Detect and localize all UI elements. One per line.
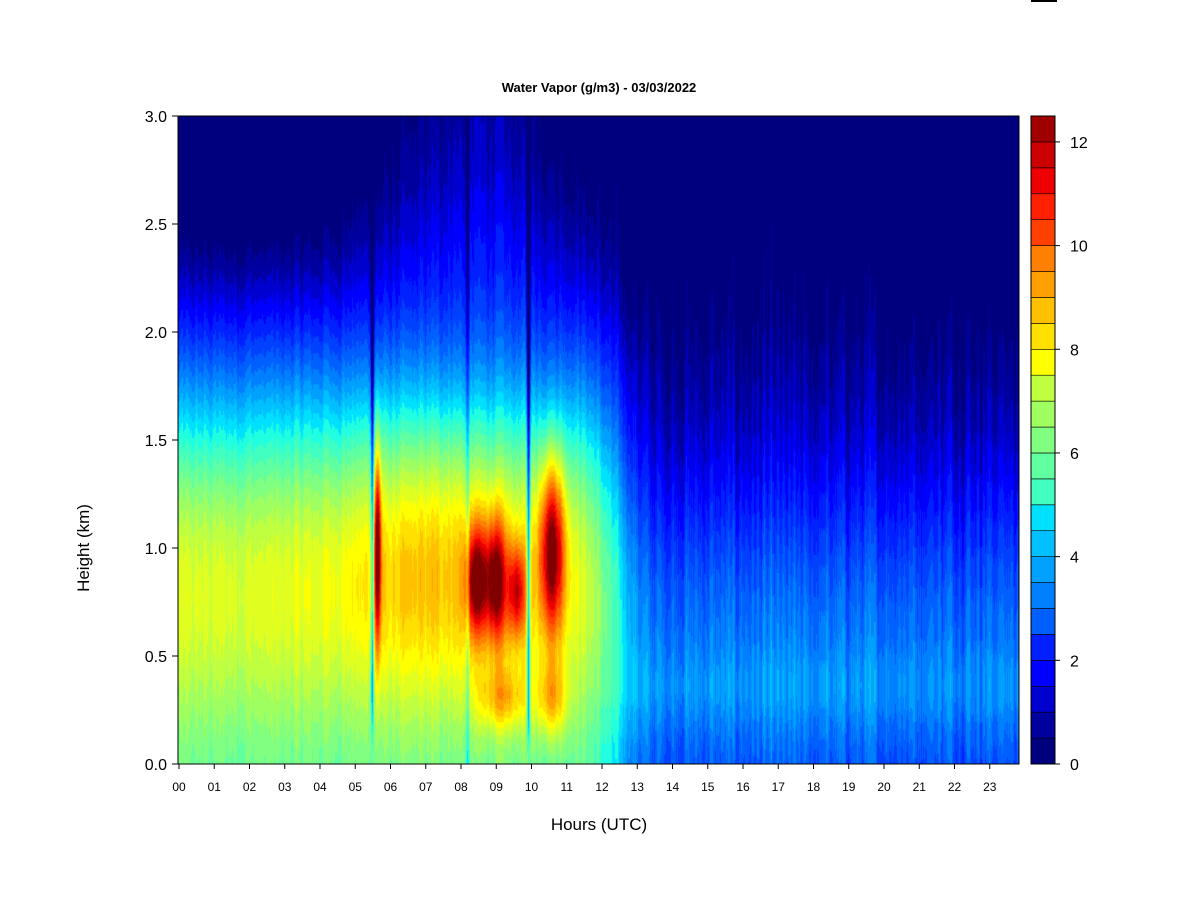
y-tick-label: 1.5	[145, 433, 167, 450]
colorbar-segment	[1030, 608, 1056, 635]
x-tick-label: 11	[561, 780, 574, 794]
colorbar-segment	[1030, 478, 1056, 506]
colorbar-segment	[1030, 452, 1056, 480]
x-axis-label: Hours (UTC)	[551, 815, 647, 834]
top-edge-mark	[1031, 0, 1057, 2]
colorbar-tick-label: 8	[1070, 342, 1079, 359]
colorbar-frame	[1030, 115, 1056, 765]
x-tick-label: 12	[595, 780, 609, 794]
x-tick-label: 09	[490, 780, 504, 794]
y-tick-label: 1.0	[145, 541, 167, 558]
colorbar-segment	[1030, 685, 1056, 713]
colorbar-tick-label: 12	[1070, 135, 1088, 152]
colorbar-segment	[1030, 556, 1056, 583]
colorbar: 0 2 4 6 8 10 12	[1030, 115, 1088, 774]
y-tick-label: 0.0	[145, 757, 167, 774]
colorbar-tick-label: 2	[1070, 653, 1079, 670]
colorbar-segment	[1030, 374, 1056, 402]
colorbar-segment	[1030, 271, 1056, 298]
colorbar-segment	[1030, 245, 1056, 272]
colorbar-segment	[1030, 426, 1056, 454]
colorbar-segment	[1030, 219, 1056, 246]
colorbar-segment	[1030, 530, 1056, 557]
colorbar-segment	[1030, 634, 1056, 661]
colorbar-segment	[1030, 504, 1056, 532]
colorbar-segment	[1030, 297, 1056, 324]
x-tick-label: 22	[948, 780, 962, 794]
x-tick-label: 00	[172, 780, 186, 794]
x-tick-label: 21	[913, 780, 927, 794]
x-tick-label: 19	[842, 780, 856, 794]
y-tick-label: 0.5	[145, 649, 167, 666]
y-axis: 0.0 0.5 1.0 1.5 2.0 2.5 3.0	[145, 109, 178, 774]
x-tick-label: 16	[736, 780, 750, 794]
colorbar-segment	[1030, 141, 1056, 169]
colorbar-segment	[1030, 660, 1056, 687]
colorbar-segment	[1030, 737, 1056, 765]
colorbar-tick-label: 6	[1070, 446, 1079, 463]
colorbar-segment	[1030, 711, 1056, 739]
x-tick-label: 17	[772, 780, 786, 794]
y-tick-label: 3.0	[145, 109, 167, 126]
x-tick-label: 02	[243, 780, 257, 794]
colorbar-segment	[1030, 400, 1056, 428]
y-axis-label: Height (km)	[74, 504, 93, 592]
y-tick-label: 2.5	[145, 217, 167, 234]
colorbar-segment	[1030, 167, 1056, 195]
x-tick-label: 08	[454, 780, 468, 794]
colorbar-tick-label: 0	[1070, 757, 1079, 774]
x-tick-label: 13	[631, 780, 645, 794]
colorbar-segment	[1030, 323, 1056, 350]
x-tick-label: 07	[419, 780, 433, 794]
x-tick-label: 04	[313, 780, 327, 794]
x-tick-label: 06	[384, 780, 398, 794]
x-tick-label: 10	[525, 780, 539, 794]
water-vapor-heatmap	[178, 116, 1019, 764]
x-tick-label: 18	[807, 780, 821, 794]
x-tick-label: 05	[349, 780, 363, 794]
x-tick-label: 20	[877, 780, 891, 794]
colorbar-tick-label: 10	[1070, 239, 1088, 256]
x-tick-label: 03	[278, 780, 292, 794]
x-tick-label: 14	[666, 780, 680, 794]
colorbar-tick-label: 4	[1070, 550, 1079, 567]
colorbar-segment	[1030, 115, 1056, 143]
colorbar-segment	[1030, 582, 1056, 609]
chart-title: Water Vapor (g/m3) - 03/03/2022	[502, 80, 697, 95]
colorbar-segment	[1030, 348, 1056, 376]
x-tick-label: 01	[208, 780, 222, 794]
x-tick-label: 23	[983, 780, 997, 794]
y-tick-label: 2.0	[145, 325, 167, 342]
colorbar-segment	[1030, 193, 1056, 220]
x-tick-label: 15	[701, 780, 715, 794]
x-axis: 00 01 02 03 04 05 06 07 08 09 10 11 12 13 14 15 16 17 18 19…	[172, 764, 997, 794]
plot-area	[177, 115, 1020, 765]
